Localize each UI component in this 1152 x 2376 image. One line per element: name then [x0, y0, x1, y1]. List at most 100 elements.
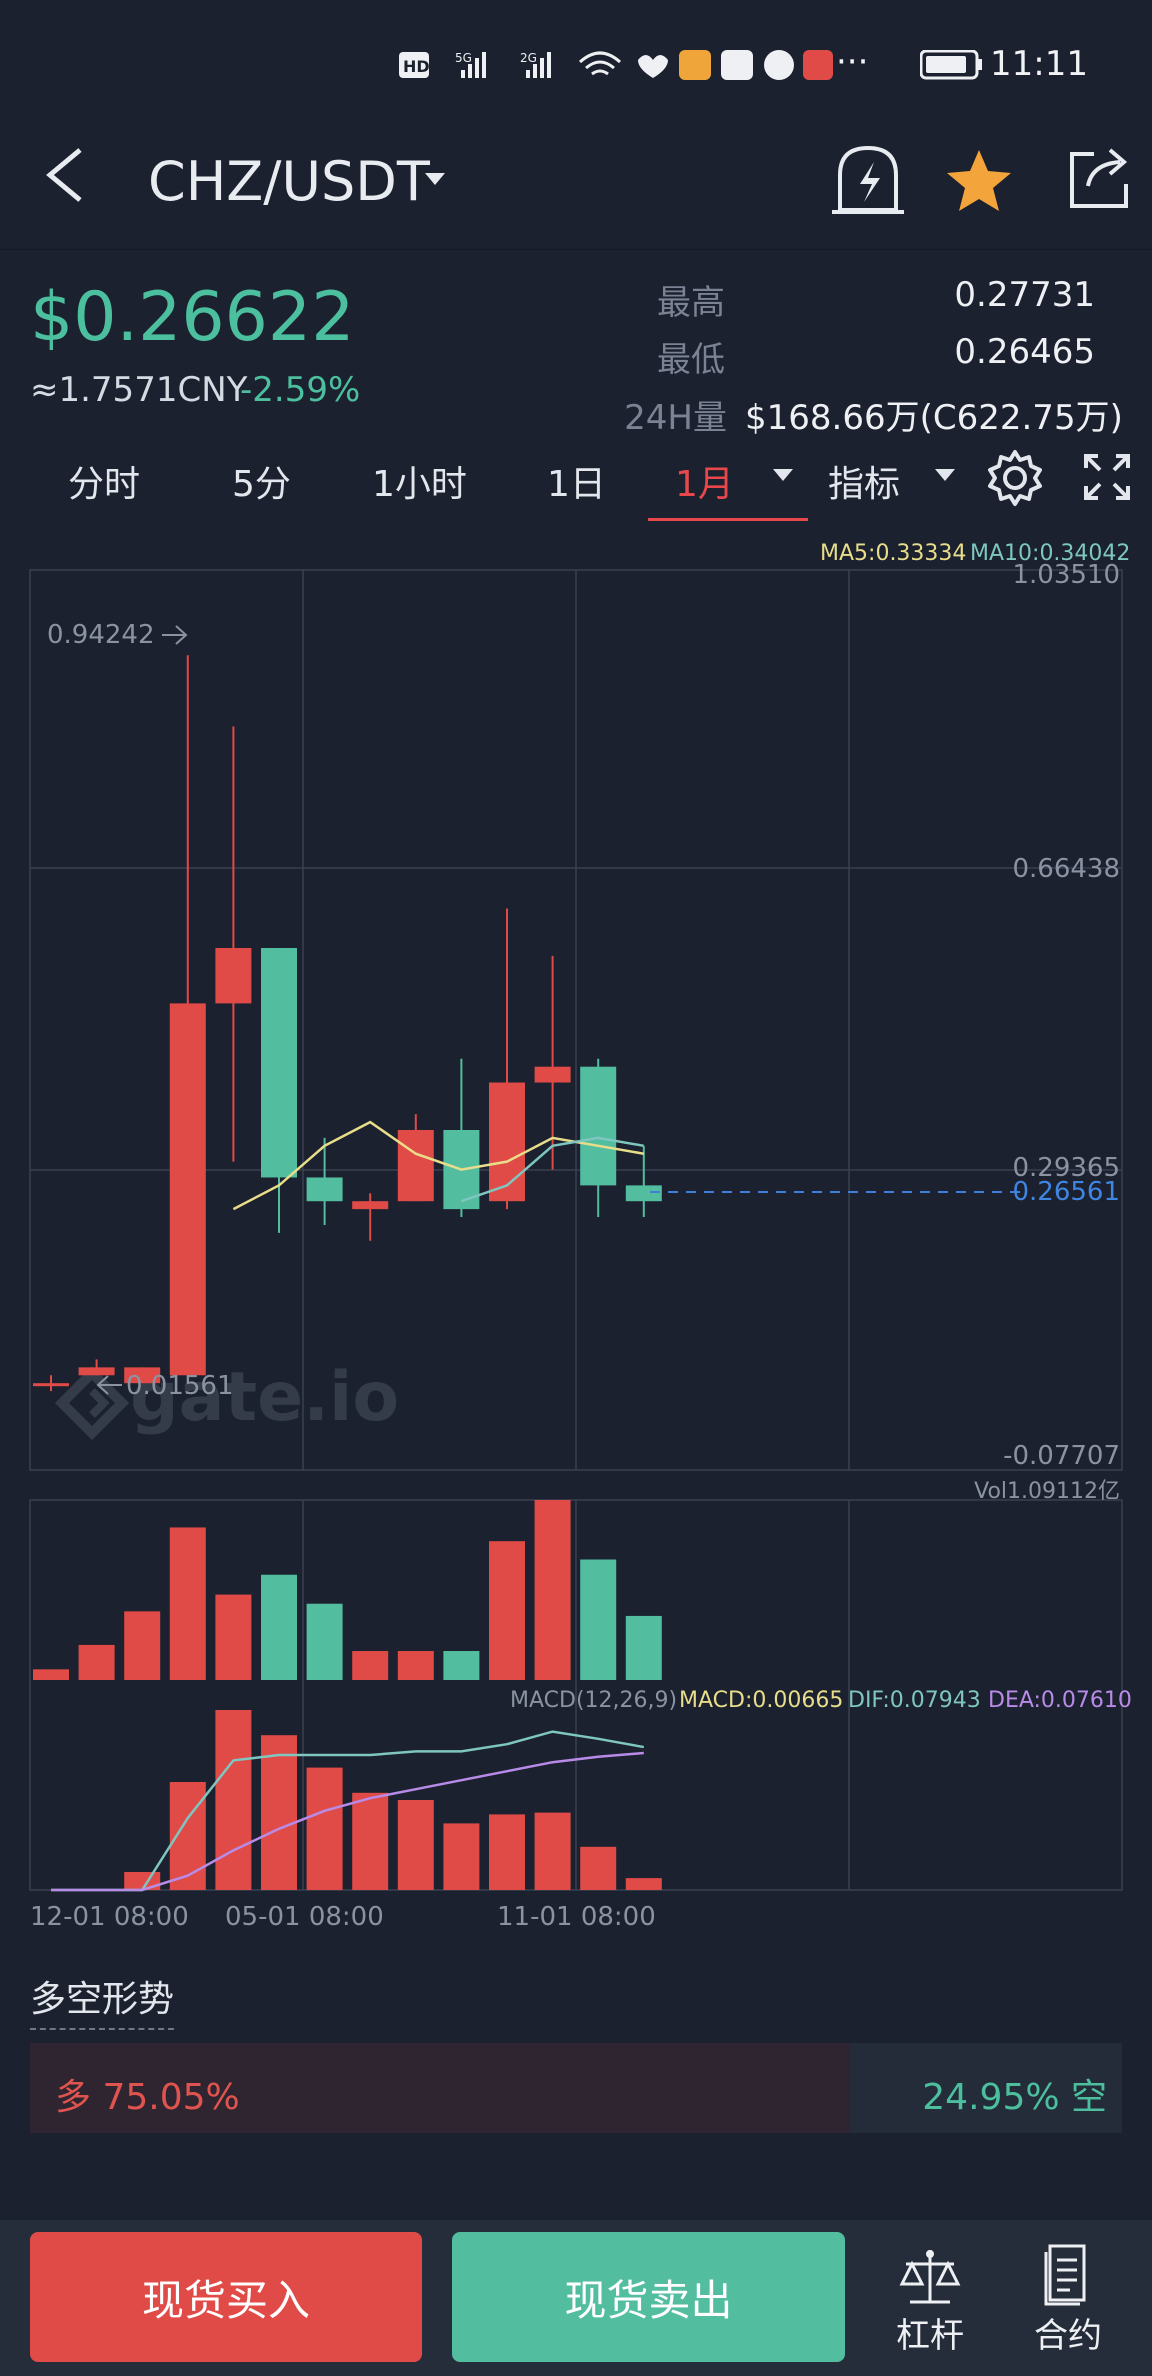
candle-body — [78, 1367, 115, 1376]
low-value: 0.26465 — [954, 332, 1095, 372]
dif-line — [51, 1730, 645, 1892]
back-icon[interactable] — [40, 145, 90, 205]
macd-bar — [306, 1767, 343, 1890]
hd-icon — [399, 52, 429, 78]
macd-bar — [534, 1812, 571, 1890]
volume-value: $168.66万(C622.75万) — [745, 398, 1123, 438]
svg-text:5G: 5G — [455, 51, 472, 65]
moving-averages — [232, 1120, 645, 1211]
candle-body — [580, 1066, 617, 1186]
volume-bar — [352, 1651, 389, 1680]
contract-label: 合约 — [1034, 2316, 1102, 2356]
dea-value: DEA:0.07610 — [988, 1688, 1132, 1713]
macd-bar — [489, 1814, 525, 1890]
volume-bar — [169, 1527, 206, 1680]
candle-body — [169, 1003, 206, 1376]
volume-label: Vol1.09112亿 — [974, 1479, 1120, 1504]
candle-body — [489, 1082, 525, 1202]
scale-icon — [899, 2250, 961, 2304]
leverage-label: 杠杆 — [896, 2316, 964, 2356]
more-dots: ··· — [836, 42, 869, 82]
long-short-title: 多空形势 — [30, 1970, 175, 2030]
battery-icon — [920, 50, 982, 80]
settings-gear-icon[interactable] — [985, 448, 1045, 508]
candle-body — [625, 1185, 662, 1202]
favorite-star-icon[interactable] — [944, 145, 1014, 215]
ma10-legend: MA10:0.34042 — [970, 541, 1130, 566]
candle-body — [534, 1066, 571, 1083]
period-dropdown-icon[interactable] — [770, 466, 796, 486]
y-tick-top: 1.03510 — [1012, 560, 1120, 590]
fullscreen-icon[interactable] — [1082, 452, 1132, 502]
ma5-legend: MA5:0.33334 — [820, 541, 966, 566]
macd-bar — [625, 1878, 662, 1890]
status-bar: HD 5G 2G ··· 11:11 — [0, 0, 1152, 130]
macd-bar — [397, 1800, 434, 1890]
candle-body — [261, 948, 297, 1178]
long-ratio: 多 75.05% — [55, 2077, 240, 2118]
volume-bar — [215, 1594, 252, 1680]
x-tick-1: 12-01 08:00 — [30, 1902, 189, 1932]
cny-price: ≈1.7571CNY — [30, 370, 248, 410]
indicator-menu[interactable]: 指标 — [828, 464, 901, 505]
macd-value: MACD:0.00665 — [679, 1688, 843, 1713]
kline-chart[interactable]: gate.io MA5:0.33334 MA10:0.34042 1.03510… — [0, 540, 1152, 1940]
volume-bar — [443, 1651, 480, 1680]
tab-1hour[interactable]: 1小时 — [372, 464, 467, 505]
wifi-icon — [578, 51, 622, 76]
macd-bar — [261, 1735, 297, 1890]
2g-signal-icon: 2G — [520, 51, 551, 78]
volume-bars — [33, 1500, 662, 1680]
x-tick-3: 11-01 08:00 — [497, 1902, 656, 1932]
candle-body — [397, 1129, 434, 1202]
dif-value: DIF:0.07943 — [848, 1688, 981, 1713]
volume-bar — [306, 1603, 343, 1680]
x-tick-2: 05-01 08:00 — [225, 1902, 384, 1932]
high-label: 最高 — [657, 283, 725, 323]
tab-5min[interactable]: 5分 — [232, 464, 291, 505]
status-icons: HD 5G 2G — [399, 50, 833, 80]
low-label: 最低 — [657, 340, 725, 380]
candle-body — [33, 1383, 69, 1387]
price-alert-icon[interactable] — [828, 140, 908, 220]
macd-bar — [215, 1710, 252, 1890]
spot-sell-button[interactable]: 现货卖出 — [452, 2232, 845, 2362]
macd-histogram — [124, 1710, 662, 1890]
long-portion — [30, 2043, 850, 2133]
volume-bar — [78, 1644, 115, 1680]
high-value: 0.27731 — [954, 275, 1095, 315]
spot-buy-button[interactable]: 现货买入 — [30, 2232, 422, 2362]
book-icon — [803, 50, 833, 80]
volume-bar — [124, 1611, 161, 1680]
tab-1month[interactable]: 1月 — [675, 464, 734, 505]
min-price-marker: 0.01561 — [126, 1371, 234, 1401]
ma10-line — [460, 1136, 645, 1203]
indicator-dropdown-icon[interactable] — [932, 466, 958, 486]
leverage-button[interactable]: 杠杆 — [880, 2236, 980, 2366]
globe-icon — [764, 50, 794, 80]
volume-bar — [33, 1669, 69, 1680]
weibo-icon — [679, 50, 711, 80]
long-short-bar — [30, 2043, 1122, 2133]
pair-dropdown-icon[interactable] — [420, 165, 450, 195]
candle-body — [352, 1201, 389, 1210]
min-arrow-icon — [96, 1375, 122, 1395]
candle-body — [215, 948, 252, 1004]
macd-label: MACD(12,26,9) — [510, 1688, 677, 1713]
tab-1day[interactable]: 1日 — [547, 464, 606, 505]
y-tick-bottom: -0.07707 — [1003, 1441, 1120, 1471]
dea-line — [51, 1751, 644, 1892]
candle-body — [124, 1367, 161, 1384]
document-icon — [1044, 2244, 1086, 2306]
contract-button[interactable]: 合约 — [1018, 2236, 1118, 2366]
tab-timeline[interactable]: 分时 — [68, 464, 141, 505]
volume-bar — [261, 1574, 297, 1680]
svg-text:2G: 2G — [520, 51, 537, 65]
macd-bar — [580, 1846, 617, 1890]
last-price: $0.26622 — [30, 278, 355, 357]
volume-bar — [397, 1651, 434, 1680]
share-icon[interactable] — [1060, 140, 1140, 220]
heart-icon — [638, 55, 668, 78]
app-icon — [721, 50, 753, 80]
pair-title[interactable]: CHZ/USDT — [148, 150, 430, 213]
